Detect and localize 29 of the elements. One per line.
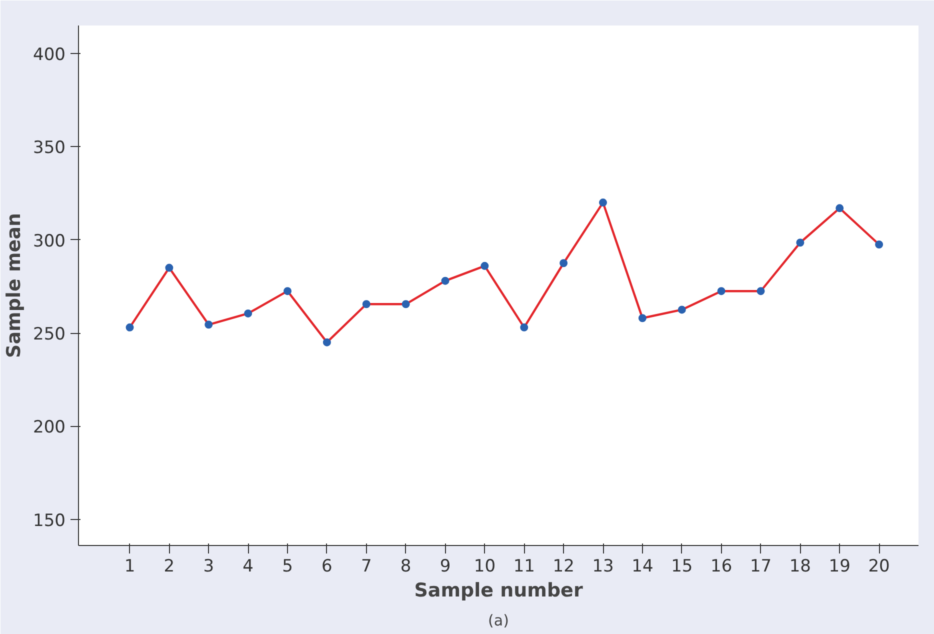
x-tick-label: 13	[592, 556, 614, 576]
x-tick-label: 1	[124, 556, 136, 576]
y-tick-label: 250	[33, 324, 66, 345]
x-tick-label: 14	[632, 556, 654, 576]
x-tick-label: 18	[789, 556, 812, 576]
x-tick-label: 6	[322, 556, 332, 576]
x-tick-label: 10	[474, 556, 496, 576]
y-tick-label: 200	[33, 418, 66, 438]
x-tick-label: 3	[203, 556, 214, 576]
x-tick-label: 7	[360, 556, 372, 576]
x-tick-label: 17	[750, 556, 772, 576]
y-tick-label: 300	[33, 231, 66, 252]
y-tick-label: 350	[33, 138, 66, 158]
x-tick-label: 19	[828, 556, 850, 576]
x-tick-label: 9	[440, 556, 451, 576]
y-axis-title: Sample mean	[3, 213, 26, 358]
x-tick-label: 16	[710, 556, 732, 576]
x-tick-label: 8	[400, 556, 412, 576]
x-tick-label: 12	[552, 556, 574, 576]
x-tick-label: 2	[164, 556, 175, 576]
text: (a)	[488, 612, 509, 630]
y-tick-label: 150	[33, 510, 66, 531]
x-tick-label: 4	[242, 556, 254, 576]
x-tick-label: 5	[282, 556, 293, 576]
y-tick-label: 400	[33, 44, 66, 65]
x-tick-label: 11	[513, 556, 535, 576]
x-tick-label: 15	[671, 556, 693, 576]
x-axis-title: Sample number	[414, 580, 584, 602]
x-tick-label: 20	[868, 556, 890, 576]
